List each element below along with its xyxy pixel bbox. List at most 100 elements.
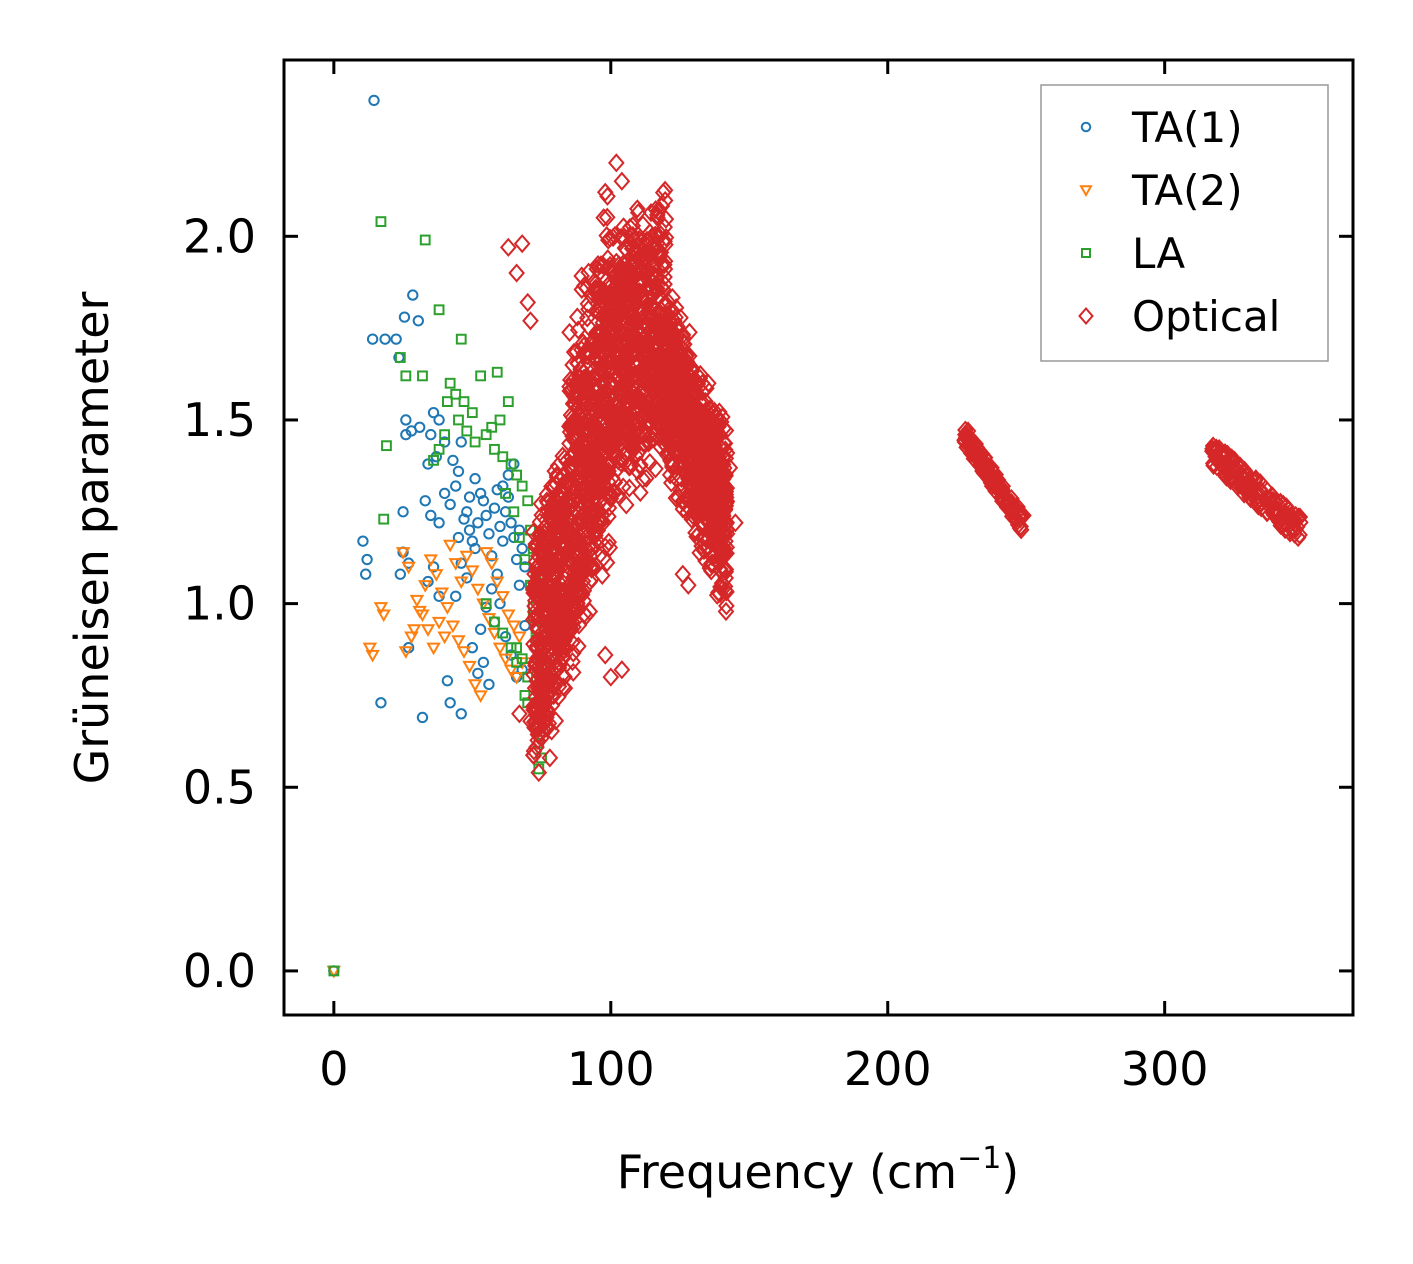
legend-marker	[1081, 248, 1091, 258]
y-tick-label: 0.0	[183, 944, 256, 998]
data-point	[533, 727, 551, 748]
data-point	[573, 340, 590, 360]
data-point	[398, 311, 411, 323]
data-point	[596, 537, 614, 557]
data-point	[647, 459, 664, 479]
data-point	[627, 246, 645, 266]
data-point	[530, 567, 548, 588]
data-point	[455, 436, 467, 448]
data-point	[613, 401, 631, 421]
legend-label: Optical	[1132, 292, 1280, 341]
data-point	[444, 697, 456, 709]
data-point	[534, 532, 552, 552]
data-point	[687, 523, 704, 543]
legend-item: LA	[1081, 229, 1185, 278]
data-point	[647, 199, 665, 220]
data-point	[357, 535, 369, 547]
data-point	[685, 418, 702, 438]
data-point	[1222, 467, 1240, 487]
data-point	[588, 382, 606, 402]
data-point	[453, 414, 464, 426]
data-point	[500, 488, 511, 499]
data-point	[381, 440, 392, 452]
data-point	[579, 411, 596, 431]
data-point	[1222, 471, 1239, 491]
data-point	[438, 436, 451, 448]
data-point	[543, 559, 561, 580]
data-point	[957, 420, 974, 440]
data-point	[662, 473, 680, 493]
data-point	[461, 425, 473, 437]
data-point	[1291, 507, 1309, 527]
data-point	[564, 595, 581, 616]
data-point	[533, 635, 550, 656]
data-point	[568, 417, 586, 437]
data-point	[1244, 484, 1261, 504]
data-point	[437, 631, 452, 645]
data-point	[503, 664, 519, 678]
data-point	[463, 524, 476, 536]
data-point	[609, 283, 627, 303]
data-point	[548, 672, 566, 692]
data-point	[718, 596, 735, 616]
data-point	[425, 509, 437, 522]
data-point	[469, 542, 481, 555]
data-point	[420, 624, 436, 637]
data-point	[463, 491, 476, 503]
data-point	[562, 381, 580, 401]
data-point	[613, 281, 631, 301]
data-point	[519, 619, 531, 632]
data-point	[583, 446, 600, 466]
data-point	[490, 576, 505, 590]
data-point	[708, 488, 725, 509]
data-point	[643, 374, 660, 394]
data-point	[397, 506, 409, 518]
x-tick-label: 100	[567, 1042, 655, 1096]
data-point	[491, 366, 503, 378]
data-point	[505, 458, 517, 470]
data-point	[576, 393, 593, 414]
data-point	[695, 476, 713, 496]
data-point	[656, 217, 674, 237]
data-point	[627, 353, 644, 373]
data-point	[573, 279, 591, 300]
data-point	[553, 508, 571, 528]
data-point	[628, 334, 645, 355]
data-point	[530, 565, 548, 585]
data-point	[668, 429, 685, 450]
data-point	[406, 624, 422, 637]
data-point	[541, 748, 559, 768]
data-point	[712, 464, 730, 484]
data-point	[629, 461, 646, 481]
data-point	[409, 594, 425, 608]
data-point	[531, 676, 548, 696]
data-point	[489, 443, 500, 455]
plot-frame	[282, 58, 1355, 1017]
y-tick-label: 2.0	[183, 209, 256, 263]
data-point	[701, 558, 719, 578]
data-point	[609, 485, 627, 505]
data-point	[474, 623, 487, 636]
data-point	[505, 517, 517, 529]
data-point	[600, 498, 618, 518]
data-point	[682, 463, 700, 483]
data-point	[524, 745, 542, 765]
points-layer	[326, 94, 1309, 979]
data-point	[620, 457, 638, 477]
data-point	[400, 414, 412, 426]
data-point	[470, 583, 486, 597]
data-point	[700, 439, 717, 459]
data-point	[466, 535, 478, 547]
x-tick-label: 300	[1121, 1042, 1209, 1096]
data-point	[416, 711, 429, 724]
data-point	[488, 502, 501, 514]
data-point	[599, 186, 616, 206]
data-point	[434, 587, 450, 601]
data-point	[604, 468, 621, 488]
data-point	[680, 575, 697, 595]
data-point	[667, 307, 684, 327]
data-point	[565, 528, 583, 548]
data-point	[585, 414, 603, 434]
data-point	[701, 503, 718, 523]
data-point	[450, 480, 462, 492]
